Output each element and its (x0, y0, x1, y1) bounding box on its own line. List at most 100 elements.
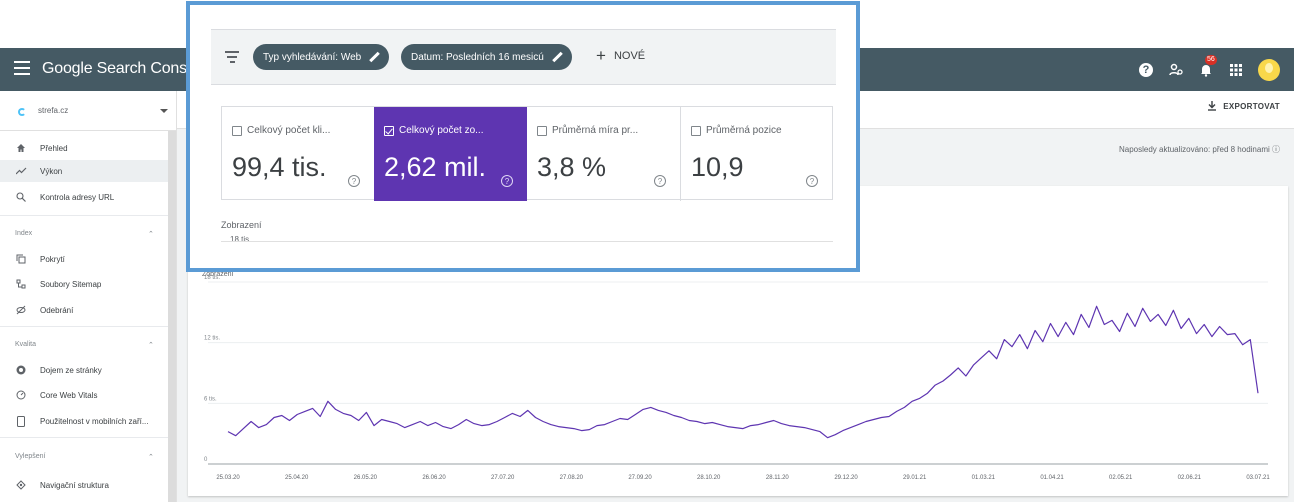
metric-value: 3,8 % (537, 152, 607, 182)
checkbox[interactable] (232, 125, 242, 136)
metric-total-impressions[interactable]: Celkový počet zo... 2,62 mil. ? (374, 107, 527, 201)
checkbox[interactable] (537, 125, 547, 136)
metric-label: Průměrná míra pr... (552, 125, 639, 136)
property-logo-icon (18, 108, 26, 116)
help-icon[interactable]: ? (806, 175, 818, 187)
checkbox[interactable] (691, 125, 701, 136)
sidebar-item-label: Použitelnost v mobilních zaří... (40, 416, 149, 426)
y-axis-title: Zobrazení (202, 271, 234, 278)
sidebar-item-cwv[interactable]: Core Web Vitals (0, 384, 168, 406)
sidebar-scrollbar[interactable] (168, 131, 176, 502)
checkbox-checked[interactable] (384, 125, 394, 136)
account-avatar[interactable] (1258, 59, 1280, 81)
plus-icon: + (596, 46, 606, 65)
removal-icon (15, 304, 27, 316)
gauge-icon (15, 389, 27, 401)
sidebar-item-vykon[interactable]: Výkon (0, 160, 168, 182)
sidebar-item-label: Odebrání (40, 305, 74, 315)
edit-pencil-icon (369, 52, 379, 62)
overlay-gridline (221, 241, 833, 242)
sidebar-item-pokryti[interactable]: Pokrytí (0, 248, 168, 270)
sidebar-item-label: Pokrytí (40, 254, 65, 264)
x-tick-label: 02.05.21 (1109, 475, 1133, 481)
sidebar-item-kontrola-url[interactable]: Kontrola adresy URL (0, 186, 168, 208)
metric-label: Celkový počet kli... (247, 125, 331, 136)
filter-bar: Typ vyhledávání: Web Datum: Posledních 1… (211, 29, 836, 85)
metric-total-clicks[interactable]: Celkový počet kli... 99,4 tis. ? (222, 107, 374, 201)
home-icon (15, 142, 27, 154)
sidebar-item-odebrani[interactable]: Odebrání (0, 299, 168, 321)
x-tick-label: 29.12.20 (834, 475, 858, 481)
y-tick-label: 0 (204, 457, 208, 463)
impressions-series-line (227, 305, 1259, 439)
info-icon[interactable]: ⓘ (1272, 145, 1280, 154)
x-tick-label: 25.03.20 (216, 475, 240, 481)
help-icon[interactable]: ? (1138, 62, 1154, 78)
x-tick-label: 27.09.20 (628, 475, 652, 481)
sidebar-item-prehled[interactable]: Přehled (0, 137, 168, 159)
sidebar-item-label: Kontrola adresy URL (40, 192, 115, 202)
sidebar-item-navigacni-struktura[interactable]: Navigační struktura (0, 474, 168, 496)
page-experience-icon (15, 364, 27, 376)
hamburger-menu-icon[interactable] (14, 61, 30, 75)
help-icon[interactable]: ? (501, 175, 513, 187)
x-tick-label: 03.07.21 (1246, 475, 1270, 481)
help-icon[interactable]: ? (654, 175, 666, 187)
metric-value: 99,4 tis. (232, 152, 327, 182)
mobile-icon (15, 415, 27, 427)
x-tick-label: 29.01.21 (903, 475, 927, 481)
trending-icon (15, 165, 27, 177)
metric-label: Celkový počet zo... (399, 125, 484, 136)
sidebar-item-label: Přehled (40, 143, 68, 153)
section-vylepseni: Vylepšení (15, 453, 46, 460)
zoom-callout: Typ vyhledávání: Web Datum: Posledních 1… (186, 1, 860, 272)
x-tick-label: 01.04.21 (1040, 475, 1064, 481)
export-label: EXPORTOVAT (1223, 101, 1280, 111)
export-button[interactable]: EXPORTOVAT (1207, 101, 1280, 111)
sidebar-item-mobile[interactable]: Použitelnost v mobilních zaří... (0, 410, 168, 432)
sidebar-item-label: Core Web Vitals (40, 390, 98, 400)
sidebar-item-sitemap[interactable]: Soubory Sitemap (0, 273, 168, 295)
app-title[interactable]: Google Search Console (42, 60, 208, 77)
new-filter-button[interactable]: + NOVÉ (596, 46, 646, 65)
last-updated-text: Naposledy aktualizováno: před 8 hodinami… (1119, 144, 1280, 155)
chevron-up-icon[interactable]: ⌃ (148, 231, 154, 238)
x-tick-label: 27.08.20 (560, 475, 584, 481)
sidebar-item-dojem[interactable]: Dojem ze stránky (0, 359, 168, 381)
metric-value: 2,62 mil. (384, 152, 487, 182)
metric-cards: Celkový počet kli... 99,4 tis. ? Celkový… (221, 106, 833, 201)
manage-users-icon[interactable] (1168, 62, 1184, 78)
metric-average-ctr[interactable]: Průměrná míra pr... 3,8 % ? (527, 107, 680, 201)
y-tick-label: 18 tis. (204, 275, 220, 281)
date-filter-chip[interactable]: Datum: Posledních 16 mesicú (401, 44, 572, 70)
metric-average-position[interactable]: Průměrná pozice 10,9 ? (681, 107, 832, 201)
x-tick-label: 25.04.20 (285, 475, 309, 481)
edit-pencil-icon (552, 52, 562, 62)
x-tick-label: 28.11.20 (766, 475, 790, 481)
appbar-actions: ? 56 (1138, 55, 1280, 83)
section-kvalita: Kvalita (15, 341, 37, 348)
search-icon (15, 191, 27, 203)
sidebar-divider (0, 437, 168, 438)
chip-label: Datum: Posledních 16 mesicú (411, 51, 544, 63)
new-filter-label: NOVÉ (613, 50, 646, 62)
download-icon (1208, 101, 1217, 111)
chip-label: Typ vyhledávání: Web (263, 51, 362, 63)
chevron-down-icon (160, 109, 168, 113)
chevron-up-icon[interactable]: ⌃ (148, 342, 154, 349)
x-tick-label: 28.10.20 (697, 475, 721, 481)
property-selector[interactable]: strefa.cz (0, 91, 177, 131)
chevron-up-icon[interactable]: ⌃ (148, 454, 154, 461)
search-type-filter-chip[interactable]: Typ vyhledávání: Web (253, 44, 390, 70)
help-icon[interactable]: ? (348, 175, 360, 187)
notifications-bell-icon[interactable]: 56 (1198, 55, 1217, 78)
sidebar-item-label: Soubory Sitemap (40, 279, 102, 289)
filter-icon[interactable] (225, 51, 239, 63)
sidebar-item-label: Navigační struktura (40, 480, 109, 490)
metric-value: 10,9 (691, 152, 744, 182)
copy-icon (15, 253, 27, 265)
apps-grid-icon[interactable] (1228, 62, 1244, 78)
sidebar-item-label: Dojem ze stránky (40, 365, 102, 375)
sidebar-divider (0, 326, 168, 327)
metric-separator (680, 107, 681, 201)
